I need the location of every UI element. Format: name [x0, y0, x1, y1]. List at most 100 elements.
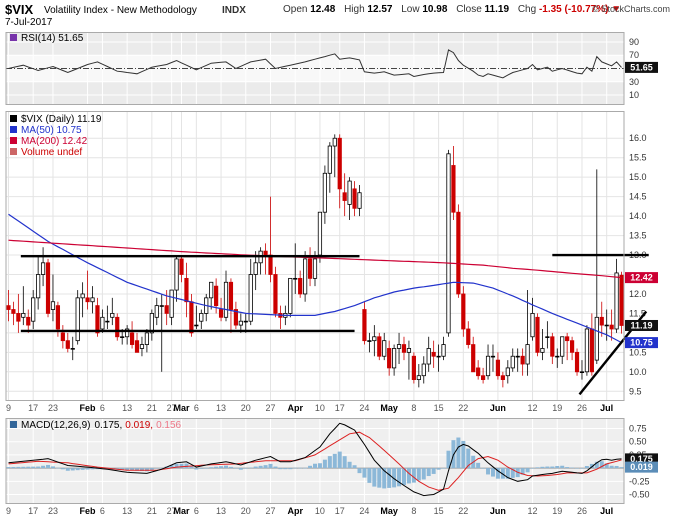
- open-value: 12.48: [310, 4, 336, 15]
- x-axis-label: 13: [122, 403, 133, 413]
- x-axis-label: 8: [411, 403, 417, 413]
- x-axis-label: Jun: [489, 506, 506, 516]
- quote-line: Open 12.48 High 12.57 Low 10.98 Close 11…: [283, 4, 621, 15]
- x-axis-label: 17: [334, 506, 345, 516]
- x-axis-label: 23: [47, 403, 58, 413]
- y-axis-value-box: [625, 319, 658, 331]
- legend-symbol: $VIX (Daily) 11.19: [10, 114, 101, 125]
- x-axis-label: 15: [433, 506, 444, 516]
- x-axis-label: 21: [146, 506, 157, 516]
- high-label: High: [344, 4, 365, 15]
- x-axis-label: Jun: [489, 403, 506, 413]
- y-axis-label: 10.0: [629, 367, 647, 377]
- rsi-panel: 90 70 30 10 51.65 RSI(14) 51.65: [0, 32, 675, 105]
- copyright-link[interactable]: © StockCharts.com: [592, 4, 670, 14]
- x-axis-label: Feb: [79, 506, 96, 516]
- legend-symbol-label: $VIX (Daily) 11.19: [21, 114, 102, 125]
- symbol-name: Volatility Index - New Methodology: [44, 5, 197, 16]
- y-axis-label: 13.5: [629, 231, 647, 241]
- y-axis-label: 14.0: [629, 211, 647, 221]
- legend-ma200-label: MA(200) 12.42: [21, 136, 88, 147]
- y-axis-label: 0.75: [629, 424, 647, 434]
- x-axis-label: 26: [576, 403, 587, 413]
- x-axis-label: Feb: [79, 403, 96, 413]
- y-axis-label: 16.0: [629, 133, 647, 143]
- x-axis-label: 6: [99, 506, 105, 516]
- x-axis-label: 19: [552, 506, 563, 516]
- x-axis-label: 6: [193, 506, 199, 516]
- macd-value: 0.175,: [94, 420, 123, 431]
- x-axis-label: May: [380, 403, 398, 413]
- macd-legend-icon: [10, 421, 17, 428]
- candlestick-chart: 16.015.515.014.514.013.513.012.011.510.5…: [5, 111, 658, 401]
- rsi-legend-label: RSI(14) 51.65: [21, 33, 84, 44]
- chart-date: 7-Jul-2017: [5, 17, 53, 28]
- legend-ma50-label: MA(50) 10.75: [21, 125, 82, 136]
- macd-histogram: [6, 437, 624, 489]
- down-arrow-icon: ▼: [611, 4, 622, 15]
- x-axis-label: Apr: [287, 506, 303, 516]
- x-axis-label: 15: [433, 403, 444, 413]
- macd-histogram-value: 0.019,: [125, 420, 154, 431]
- svg-text:0.175: 0.175: [630, 454, 653, 464]
- close-value: 11.19: [484, 4, 510, 15]
- x-axis-label: 21: [146, 403, 157, 413]
- x-axis-label: Jul: [600, 506, 614, 516]
- y-axis-label: 11.5: [629, 308, 646, 318]
- ma200-line: [8, 239, 622, 279]
- ma50-legend-icon: [10, 126, 17, 133]
- x-axis-macd: 9 17 23 Feb 6 13 21 27 Mar 6 13 20 27 Apr 10 17 24 May 8 15…: [0, 506, 675, 518]
- legend-ma50: MA(50) 10.75: [10, 125, 82, 136]
- x-axis-label: 20: [240, 506, 251, 516]
- ma200-legend-icon: [10, 137, 17, 144]
- x-axis-label: 9: [5, 506, 11, 516]
- macd-legend-label: MACD(12,26,9): [21, 420, 91, 431]
- legend-volume-label: Volume undef: [21, 147, 83, 158]
- macd-signal-value: 0.156: [156, 420, 182, 431]
- x-axis-label: 13: [216, 403, 227, 413]
- x-axis-label: Apr: [287, 403, 303, 413]
- x-axis-label: 19: [552, 403, 563, 413]
- x-axis-label: 17: [28, 506, 39, 516]
- y-axis-label: 30: [629, 77, 639, 87]
- macd-signal-line: [8, 431, 622, 491]
- symbol: $VIX: [5, 2, 34, 17]
- x-axis-label: 8: [411, 506, 417, 516]
- svg-text:0.019: 0.019: [630, 462, 653, 472]
- x-axis-label: May: [380, 506, 398, 516]
- x-axis-label: 9: [5, 403, 11, 413]
- x-axis-label: 20: [240, 403, 251, 413]
- close-label: Close: [456, 4, 482, 15]
- x-axis-label: Mar: [173, 506, 190, 516]
- x-axis-label: 27: [265, 403, 276, 413]
- y-axis-label: 10: [629, 90, 639, 100]
- x-axis-label: 12: [527, 403, 538, 413]
- y-axis-label: -0.25: [629, 476, 650, 486]
- y-axis-label: 10.5: [629, 347, 647, 357]
- x-axis-label: 17: [334, 403, 345, 413]
- rsi-legend: RSI(14) 51.65: [10, 33, 83, 44]
- volume-legend-icon: [10, 148, 17, 155]
- y-axis-label: 90: [629, 37, 639, 47]
- y-axis-value-box: [625, 453, 658, 465]
- y-axis-value-box: [625, 61, 658, 73]
- x-axis-label: 22: [458, 403, 469, 413]
- y-axis-label: 0.50: [629, 437, 647, 447]
- y-axis-value-box: [625, 461, 658, 473]
- legend-volume: Volume undef: [10, 147, 82, 158]
- ma50-line: [8, 213, 622, 344]
- x-axis-label: 6: [193, 403, 199, 413]
- low-label: Low: [401, 4, 420, 15]
- svg-text:11.19: 11.19: [630, 320, 652, 330]
- x-axis-label: Mar: [173, 403, 190, 413]
- x-axis-label: 10: [314, 403, 325, 413]
- low-value: 10.98: [422, 4, 448, 15]
- candlestick-legend-icon: [10, 115, 17, 122]
- rsi-chart: 90 70 30 10 51.65: [5, 32, 658, 105]
- y-axis-label: 9.5: [629, 386, 642, 396]
- high-value: 12.57: [367, 4, 393, 15]
- legend-ma200: MA(200) 12.42: [10, 136, 87, 147]
